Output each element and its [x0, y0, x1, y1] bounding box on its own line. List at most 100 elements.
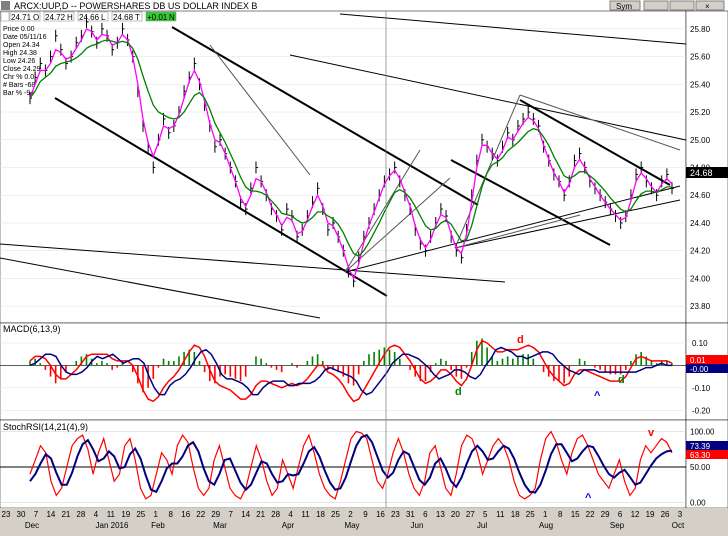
x-month-label: Oct	[672, 521, 685, 530]
x-day-label: 8	[558, 510, 563, 519]
price-fast-ma-line	[29, 28, 673, 281]
fan-line-5	[519, 94, 681, 151]
quote-value: +0.01	[147, 13, 168, 22]
current-price-marker	[686, 167, 728, 178]
macd-value-2: -0.00	[690, 365, 709, 374]
fan-line-3	[209, 44, 311, 176]
quote-label: T	[135, 13, 140, 22]
macd-annotation-caret: ^	[594, 390, 601, 402]
x-day-label: 12	[631, 510, 640, 519]
stochrsi-tick-label: 0.00	[690, 498, 706, 507]
price-tick-label: 25.40	[690, 80, 711, 89]
x-month-label: Jun	[411, 521, 424, 530]
trendline-aug-upper	[519, 99, 671, 186]
x-day-label: 18	[316, 510, 325, 519]
price-tick-label: 24.00	[690, 274, 711, 283]
x-day-label: 3	[678, 510, 683, 519]
stochrsi-tick-label: 50.00	[690, 463, 711, 472]
minimize-button[interactable]	[643, 0, 669, 11]
macd-value-marker-2	[686, 364, 728, 373]
quote-value: 24.71	[11, 13, 32, 22]
macd-series	[29, 339, 673, 403]
x-day-label: 6	[423, 510, 428, 519]
quote-value: 24.68	[113, 13, 134, 22]
x-day-label: 7	[34, 510, 39, 519]
info-line: Low 24.26	[3, 58, 35, 65]
x-day-label: 22	[196, 510, 205, 519]
quote-row-icon	[0, 11, 10, 22]
x-day-label: 19	[646, 510, 655, 519]
macd-tick-label: -0.20	[692, 406, 711, 415]
maximize-button[interactable]	[669, 0, 695, 11]
x-day-label: 29	[211, 510, 220, 519]
x-day-label: 1	[543, 510, 548, 519]
stochrsi-slow-line	[29, 433, 673, 494]
quote-box	[111, 11, 143, 22]
sym-button-label: Sym	[616, 2, 632, 11]
x-day-label: 19	[121, 510, 130, 519]
x-day-label: 18	[511, 510, 520, 519]
sym-button[interactable]	[609, 0, 641, 11]
x-day-label: 5	[483, 510, 488, 519]
quote-box	[77, 11, 109, 22]
x-month-label: Jul	[477, 521, 487, 530]
price-panel	[0, 10, 687, 324]
x-day-label: 16	[376, 510, 385, 519]
x-month-label: Jan 2016	[96, 521, 129, 530]
info-line: Close 24.29	[3, 66, 40, 73]
macd-tick-label: 0.10	[692, 339, 708, 348]
stochrsi-value-1: 73.39	[690, 442, 711, 451]
stochrsi-tick-label: 100.00	[690, 428, 715, 437]
info-line: Date 05/11/16	[3, 34, 47, 41]
price-tick-label: 25.20	[690, 108, 711, 117]
stochrsi-annotation-v: v	[648, 427, 655, 439]
x-month-label: Aug	[539, 521, 553, 530]
x-day-label: 4	[288, 510, 293, 519]
fan-line-6	[454, 214, 581, 249]
price-tick-label: 23.80	[690, 302, 711, 311]
macd-signal-line	[29, 346, 672, 396]
x-month-label: Mar	[213, 521, 227, 530]
macd-value-1: 0.01	[690, 356, 706, 365]
trendline-upper-channel	[171, 26, 479, 206]
macd-annotation-d2: d	[517, 334, 524, 346]
info-line: Chr % 0.0	[3, 74, 34, 81]
x-axis	[0, 508, 728, 531]
price-tick-label: 25.60	[690, 53, 711, 62]
x-day-label: 25	[526, 510, 535, 519]
x-axis-labels: 23 30 7 14 21 28 4 11 19 25 1 8 16 22 29 7 14 21 28 4 11 18 25…	[2, 510, 685, 530]
quote-label: L	[101, 13, 106, 22]
quote-box	[43, 11, 75, 22]
price-tick-label: 24.60	[690, 191, 711, 200]
close-button[interactable]	[695, 0, 725, 11]
macd-tick-label: -0.10	[692, 384, 711, 393]
x-day-label: 31	[406, 510, 415, 519]
info-line: Price 0.00	[3, 26, 35, 33]
x-day-label: 28	[76, 510, 85, 519]
info-line: Bar % -94	[3, 90, 34, 97]
current-price-label: 24.68	[690, 168, 713, 178]
chart-title: ARCX:UUP,D -- POWERSHARES DB US DOLLAR I…	[14, 1, 257, 11]
x-day-label: 15	[571, 510, 580, 519]
quote-box	[9, 11, 41, 22]
trendline-base-left	[0, 243, 506, 283]
x-day-label: 9	[363, 510, 368, 519]
quote-value: 24.66	[79, 13, 100, 22]
x-day-label: 11	[301, 510, 310, 519]
stochrsi-value-marker-2	[686, 450, 728, 459]
stochrsi-series	[29, 430, 673, 500]
info-line: High 24.38	[3, 50, 37, 57]
price-tick-label: 25.00	[690, 136, 711, 145]
trendline-aug-lower	[450, 159, 611, 246]
x-month-label: Apr	[282, 521, 295, 530]
macd-line	[29, 339, 673, 403]
trendline-lower-channel	[54, 97, 388, 297]
quote-label: H	[67, 13, 73, 22]
x-day-label: 23	[2, 510, 11, 519]
trendline-low-left	[0, 257, 321, 319]
x-month-label: Feb	[151, 521, 165, 530]
x-day-label: 11	[496, 510, 505, 519]
